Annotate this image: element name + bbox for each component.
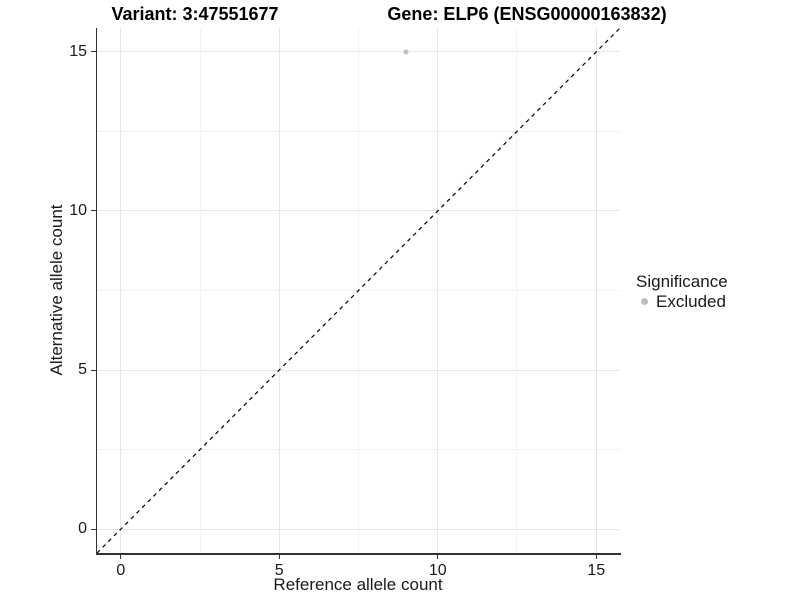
major-gridline-v [120, 28, 122, 553]
legend: Significance Excluded [636, 272, 728, 311]
x-axis-line [95, 553, 621, 555]
x-axis-title: Reference allele count [273, 575, 443, 594]
y-tick-mark [91, 369, 97, 371]
y-tick-mark [91, 528, 97, 530]
x-tick-label: 15 [587, 562, 606, 579]
major-gridline-v [278, 28, 280, 553]
y-tick-mark [91, 210, 97, 212]
major-gridline-h [97, 51, 620, 53]
major-gridline-h [97, 369, 620, 371]
x-tick-mark [595, 553, 597, 559]
major-gridline-v [437, 28, 439, 553]
x-tick-label: 10 [428, 562, 447, 579]
y-tick-label: 5 [78, 361, 87, 379]
y-tick-label: 10 [69, 201, 87, 219]
data-point [403, 49, 409, 55]
y-axis-line [95, 28, 97, 555]
y-axis-title: Alternative allele count [47, 204, 66, 376]
major-gridline-h [97, 210, 620, 212]
y-tick-label: 0 [78, 520, 87, 538]
plot-title-gene: Gene: ELP6 (ENSG00000163832) [387, 4, 667, 24]
minor-gridline-h [97, 130, 620, 132]
x-tick-mark [437, 553, 439, 559]
y-tick-mark [91, 51, 97, 53]
x-tick-label: 0 [116, 562, 126, 579]
x-tick-mark [278, 553, 280, 559]
legend-point-icon [641, 298, 648, 305]
x-tick-mark [120, 553, 122, 559]
y-tick-label: 15 [69, 42, 87, 60]
legend-item-label: Excluded [656, 291, 726, 311]
identity-line [97, 28, 620, 553]
major-gridline-h [97, 528, 620, 530]
major-gridline-v [595, 28, 597, 553]
legend-title: Significance [636, 272, 728, 291]
plot-panel [97, 28, 620, 553]
legend-item-excluded: Excluded [636, 291, 728, 311]
x-tick-label: 5 [274, 562, 284, 579]
minor-gridline-h [97, 449, 620, 451]
plot-title-variant: Variant: 3:47551677 [111, 4, 279, 24]
